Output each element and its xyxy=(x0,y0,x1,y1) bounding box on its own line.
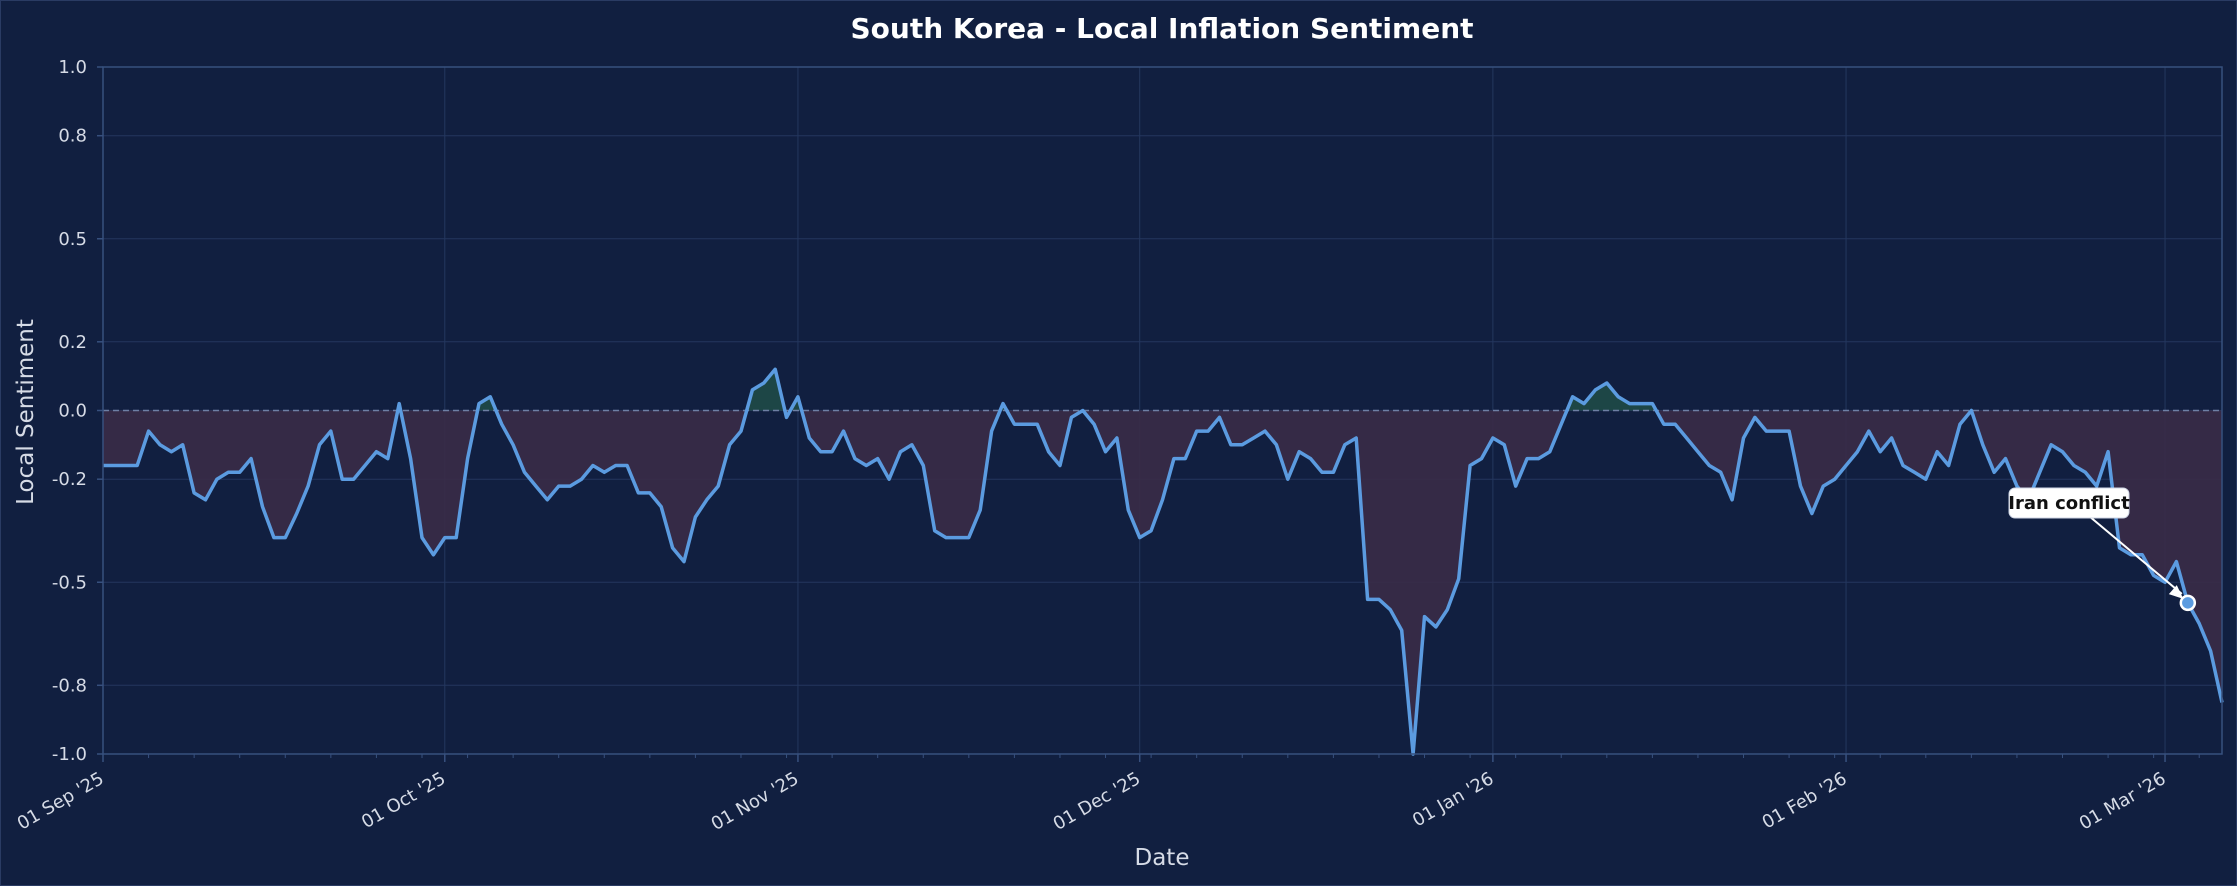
y-tick-label: -0.8 xyxy=(52,675,87,696)
y-tick-label: -0.5 xyxy=(52,572,87,593)
y-tick-label: 0.5 xyxy=(58,229,87,250)
y-tick-label: -0.2 xyxy=(52,469,87,490)
y-tick-label: -1.0 xyxy=(52,744,87,765)
y-axis-label: Local Sentiment xyxy=(13,319,39,505)
y-tick-label: 0.2 xyxy=(58,332,87,353)
annotation-label: Iran conflict xyxy=(2008,493,2130,514)
annotation-marker xyxy=(2179,594,2197,612)
negative-area xyxy=(1656,410,1972,514)
chart-title: South Korea - Local Inflation Sentiment xyxy=(850,12,1473,45)
negative-area xyxy=(496,410,747,562)
annotation-arrowhead xyxy=(2168,585,2184,599)
series-line xyxy=(103,367,2224,756)
negative-area xyxy=(1082,410,1567,754)
negative-area xyxy=(801,410,1001,538)
annotation-box xyxy=(2008,487,2130,519)
x-axis-label: Date xyxy=(1135,845,1190,871)
y-tick-label: 1.0 xyxy=(58,57,87,78)
negative-area xyxy=(103,410,398,538)
positive-area xyxy=(746,369,785,411)
y-tick-label: 0.0 xyxy=(58,401,87,422)
annotation-arrow xyxy=(2088,515,2183,595)
y-tick-label: 0.8 xyxy=(58,126,87,147)
annotation: Iran conflict xyxy=(2008,487,2197,612)
